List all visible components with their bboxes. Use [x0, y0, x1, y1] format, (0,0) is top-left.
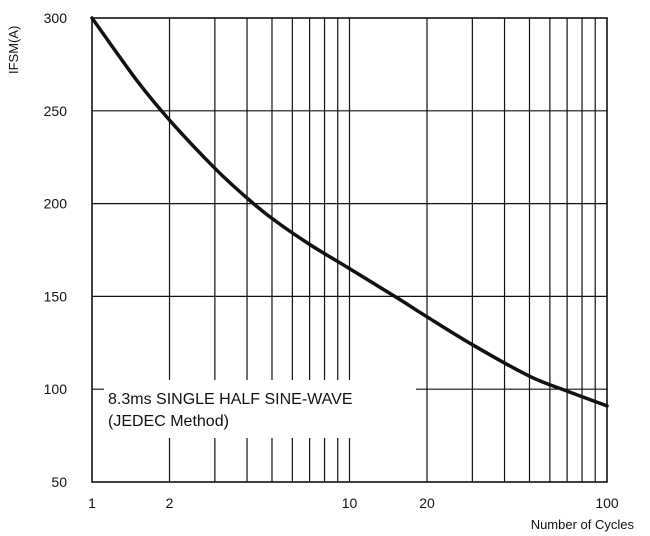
- x-tick-label: 1: [88, 495, 96, 511]
- tick-labels: 1 2 10 20 100 50 100 150 200 250 300: [44, 10, 619, 511]
- x-tick-label: 20: [419, 495, 435, 511]
- annotation-box: [104, 380, 416, 438]
- x-axis-label: Number of Cycles: [531, 517, 635, 532]
- y-tick-label: 100: [44, 381, 68, 397]
- x-tick-label: 2: [166, 495, 174, 511]
- y-tick-label: 200: [44, 196, 68, 212]
- x-tick-label: 100: [595, 495, 619, 511]
- y-tick-label: 50: [51, 474, 67, 490]
- y-tick-label: 300: [44, 10, 68, 26]
- y-tick-label: 150: [44, 288, 68, 304]
- annotation-line-2: (JEDEC Method): [108, 413, 229, 430]
- x-tick-label: 10: [342, 495, 358, 511]
- y-tick-label: 250: [44, 103, 68, 119]
- annotation-line-1: 8.3ms SINGLE HALF SINE-WAVE: [108, 391, 353, 408]
- plot-frame: [91, 17, 608, 483]
- ifsm-curve: [90, 16, 609, 408]
- y-axis-label: IFSM(A): [6, 26, 21, 74]
